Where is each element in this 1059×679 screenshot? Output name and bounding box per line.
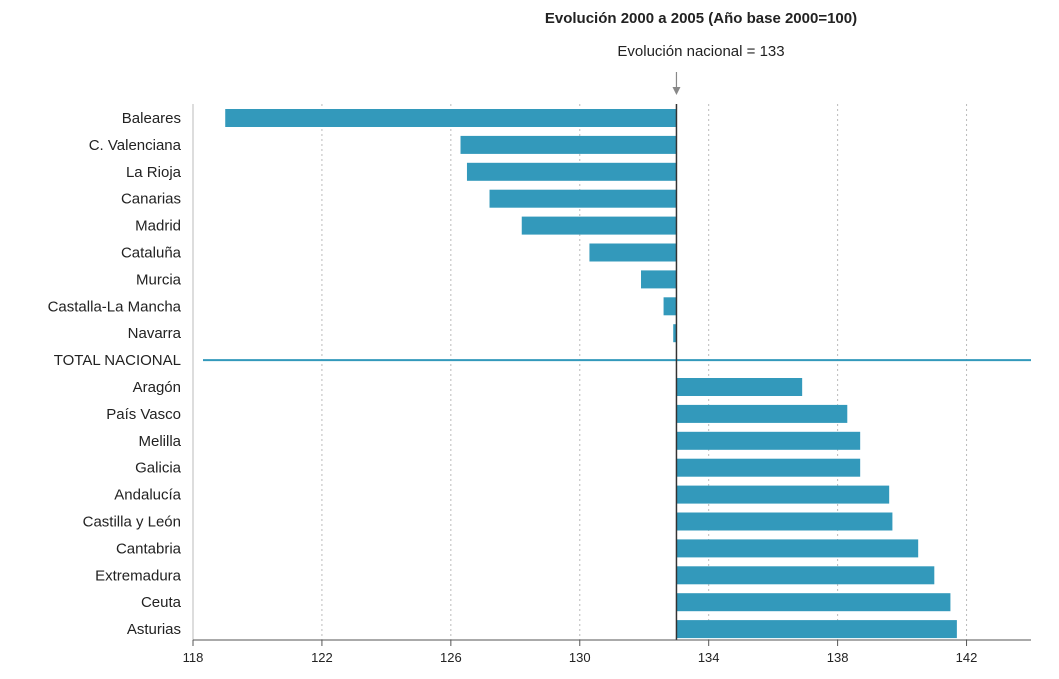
- bar-17: [676, 566, 935, 585]
- category-label: TOTAL NACIONAL: [54, 352, 181, 369]
- bar-3: [489, 189, 677, 208]
- x-tick-label: 138: [827, 650, 849, 665]
- bar-1: [460, 135, 677, 154]
- category-label: Baleares: [122, 110, 181, 127]
- category-label: La Rioja: [126, 164, 182, 181]
- category-label: Melilla: [138, 433, 181, 450]
- bar-8: [673, 324, 677, 343]
- category-label: Murcia: [136, 271, 182, 288]
- category-label: Andalucía: [114, 487, 181, 504]
- category-label: Ceuta: [141, 594, 182, 611]
- bar-12: [676, 431, 861, 450]
- bar-10: [676, 378, 803, 396]
- bars: [203, 109, 1031, 639]
- reference-label: Evolución nacional = 133: [617, 43, 784, 60]
- x-tick-label: 130: [569, 650, 591, 665]
- bar-11: [676, 404, 848, 423]
- category-label: Extremadura: [95, 567, 182, 584]
- x-tick-label: 118: [183, 650, 204, 665]
- category-label: Canarias: [121, 191, 181, 208]
- category-label: Madrid: [135, 218, 181, 235]
- bar-6: [641, 270, 677, 289]
- category-label: País Vasco: [106, 406, 181, 423]
- category-label: Galicia: [135, 460, 182, 477]
- x-axis: 118 122 126 130 134 138 142: [183, 72, 1031, 665]
- x-tick-label: 142: [956, 650, 978, 665]
- category-labels: Baleares C. Valenciana La Rioja Canarias Mad…: [48, 110, 182, 638]
- bar-4: [521, 216, 677, 235]
- chart-title: Evolución 2000 a 2005 (Año base 2000=100…: [545, 10, 857, 27]
- category-label: Castalla-La Mancha: [48, 298, 182, 315]
- bar-13: [676, 458, 861, 477]
- category-label: Cataluña: [121, 245, 182, 262]
- bar-7: [663, 297, 677, 316]
- x-tick-label: 122: [311, 650, 333, 665]
- category-label: Aragón: [133, 379, 181, 396]
- bar-14: [676, 485, 890, 504]
- bar-2: [466, 162, 677, 181]
- category-label: Navarra: [128, 325, 182, 342]
- bar-0: [225, 109, 677, 127]
- reference-arrow-icon: [672, 87, 681, 95]
- category-label: Castilla y León: [83, 514, 181, 531]
- bar-18: [676, 593, 951, 612]
- category-label: Asturias: [127, 621, 181, 638]
- grid: [321, 104, 968, 640]
- bar-19: [676, 620, 957, 639]
- bar-5: [589, 243, 677, 262]
- bar-16: [676, 539, 919, 558]
- category-label: Cantabria: [116, 540, 182, 557]
- x-tick-label: 134: [698, 650, 720, 665]
- bar-15: [676, 512, 893, 531]
- x-tick-label: 126: [440, 650, 462, 665]
- category-label: C. Valenciana: [89, 137, 182, 154]
